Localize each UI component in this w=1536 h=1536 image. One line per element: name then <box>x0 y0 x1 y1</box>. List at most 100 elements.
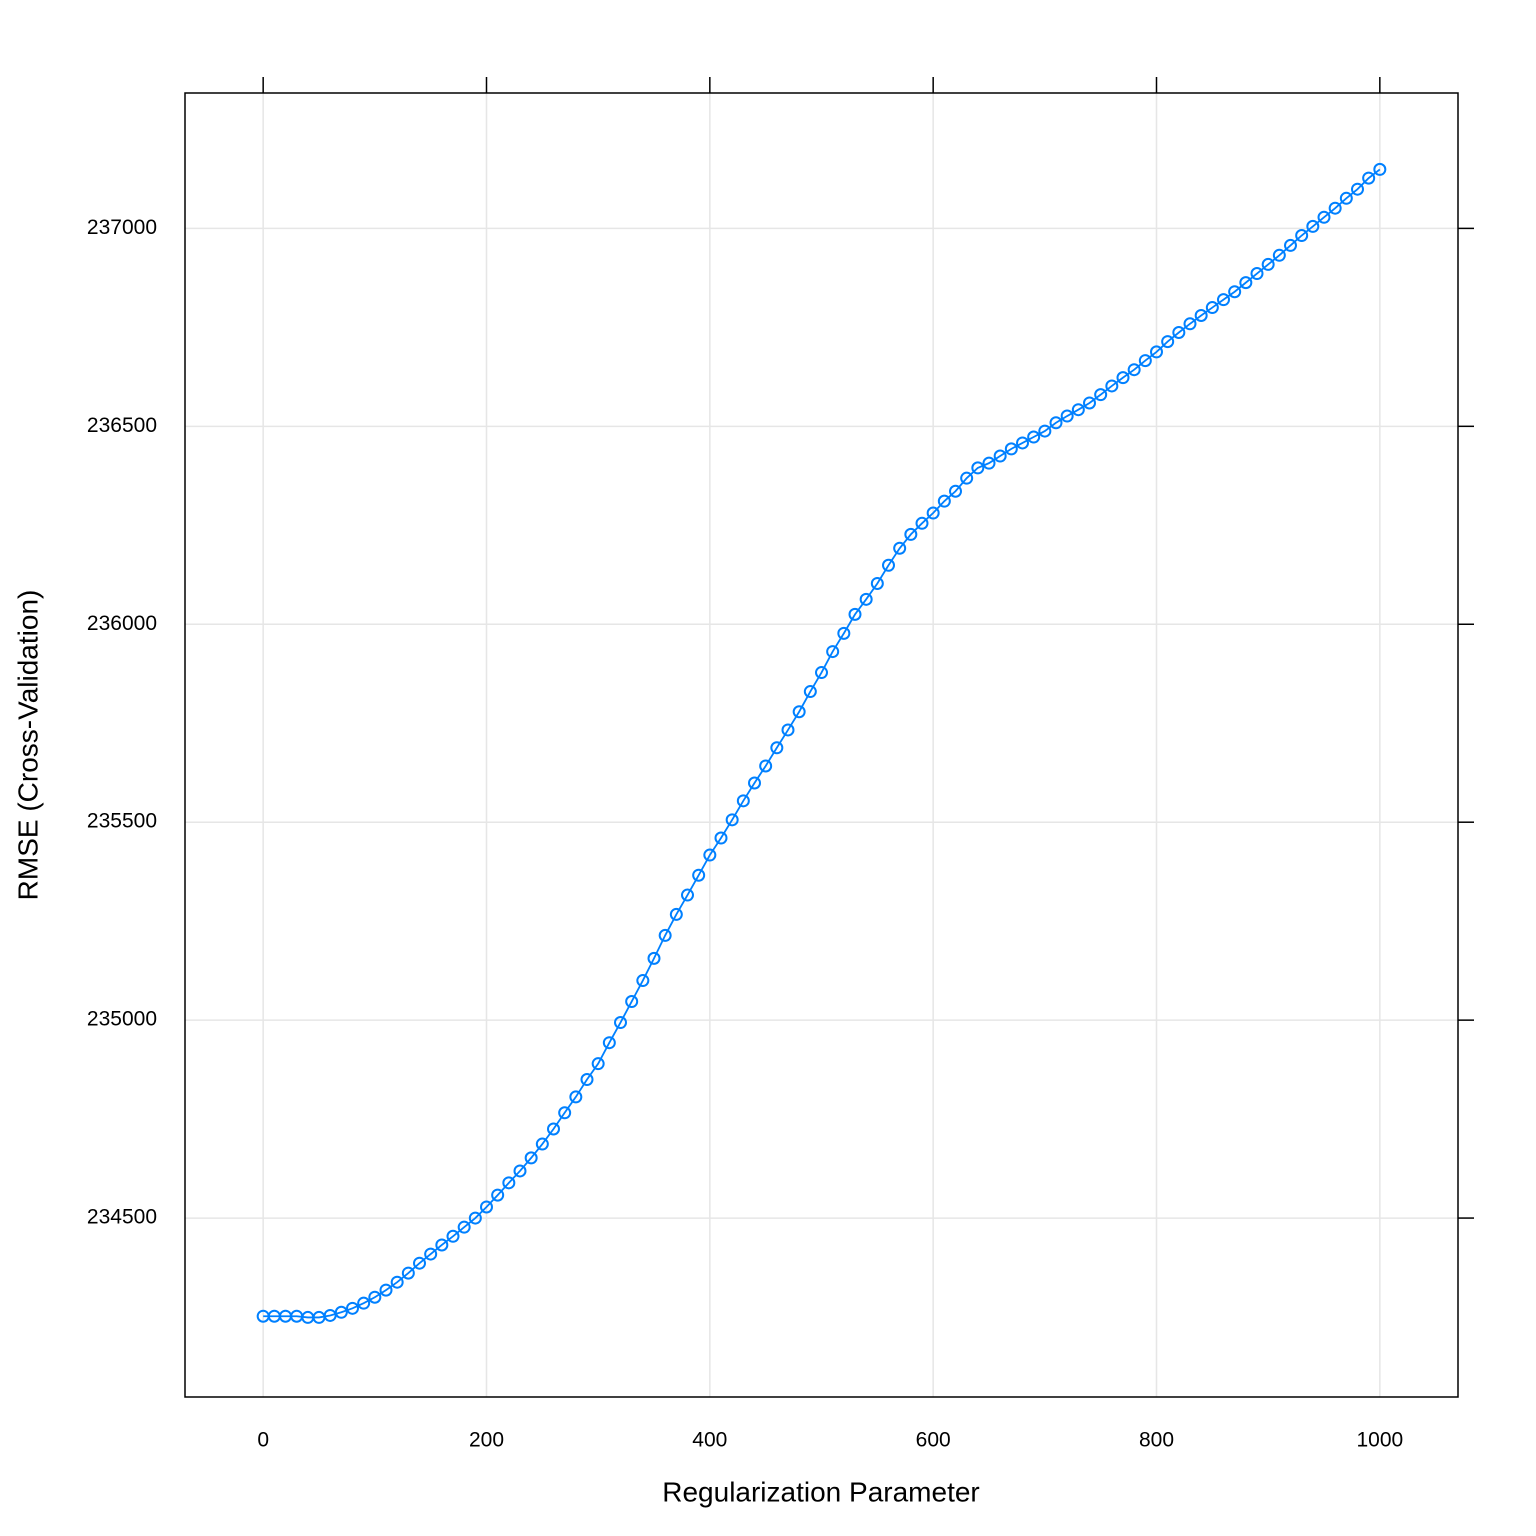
x-axis-label: Regularization Parameter <box>662 1476 980 1507</box>
data-point <box>1105 379 1119 393</box>
data-point <box>1351 182 1364 196</box>
data-point <box>837 626 851 640</box>
data-point <box>1194 308 1208 322</box>
data-point <box>1295 229 1309 243</box>
data-point <box>435 1238 449 1252</box>
data-point <box>1205 301 1219 315</box>
x-tick-label: 400 <box>692 1429 727 1452</box>
data-point <box>491 1188 505 1202</box>
data-point <box>457 1220 471 1234</box>
data-point <box>614 1016 627 1030</box>
y-tick-label: 237000 <box>87 216 157 239</box>
data-point <box>636 974 650 988</box>
data-point <box>1183 317 1197 331</box>
data-point <box>803 685 817 699</box>
data-point <box>759 759 773 773</box>
data-point <box>748 776 761 790</box>
data-point <box>1150 345 1163 359</box>
data-point <box>1284 238 1297 252</box>
data-point <box>1161 335 1175 349</box>
data-line <box>263 168 1381 1319</box>
data-point <box>480 1200 493 1214</box>
data-point <box>781 723 795 737</box>
data-point <box>1049 416 1063 430</box>
data-point <box>658 928 672 942</box>
data-point <box>982 456 996 470</box>
data-point <box>413 1256 426 1270</box>
data-point <box>792 705 806 719</box>
data-point <box>960 471 974 485</box>
x-tick-label: 600 <box>916 1429 951 1452</box>
data-point <box>1016 436 1029 450</box>
data-point <box>815 666 828 680</box>
y-tick-label: 235500 <box>87 810 157 833</box>
data-point <box>1071 403 1085 417</box>
data-point <box>1004 442 1018 456</box>
data-point <box>1217 293 1230 307</box>
data-point <box>390 1275 404 1289</box>
data-point <box>826 645 840 659</box>
data-point <box>1362 171 1376 185</box>
data-point <box>669 907 683 921</box>
data-point <box>591 1057 605 1071</box>
data-point <box>937 494 951 508</box>
y-axis-label: RMSE (Cross-Validation) <box>12 590 43 901</box>
y-tick-label: 235000 <box>87 1008 157 1031</box>
data-point <box>1172 326 1186 340</box>
data-point <box>1127 363 1141 377</box>
data-point <box>1083 396 1096 410</box>
data-point <box>524 1151 538 1165</box>
data-point <box>1373 162 1387 176</box>
data-point <box>368 1290 382 1304</box>
x-tick-label: 200 <box>469 1429 504 1452</box>
y-tick-label: 234500 <box>87 1206 157 1229</box>
data-point <box>725 813 739 827</box>
x-tick-label: 0 <box>257 1429 269 1452</box>
data-point <box>681 888 694 902</box>
data-point <box>513 1164 527 1178</box>
data-point <box>770 741 784 755</box>
data-point <box>334 1305 348 1319</box>
data-point <box>558 1106 572 1120</box>
data-point <box>1328 201 1342 215</box>
data-point <box>547 1122 560 1136</box>
data-point <box>1027 430 1041 444</box>
data-point <box>915 516 929 530</box>
y-tick-label: 236500 <box>87 414 157 437</box>
data-point <box>926 506 940 520</box>
data-point <box>1228 285 1242 299</box>
data-point <box>859 592 873 606</box>
plot-frame <box>184 92 1459 1398</box>
data-point <box>401 1266 415 1280</box>
data-point <box>424 1247 438 1261</box>
data-point <box>379 1283 393 1297</box>
data-point <box>1261 257 1275 271</box>
data-point <box>647 951 661 965</box>
data-point <box>535 1137 549 1151</box>
data-point <box>848 607 862 621</box>
data-point <box>904 527 918 541</box>
data-point <box>703 848 717 862</box>
data-point <box>949 484 962 498</box>
data-point <box>346 1301 359 1315</box>
data-point <box>1060 409 1074 423</box>
data-point <box>502 1176 516 1190</box>
data-point <box>468 1211 482 1225</box>
data-point <box>357 1296 371 1310</box>
data-point <box>971 461 985 475</box>
data-point <box>1272 248 1286 262</box>
data-point <box>1306 219 1320 233</box>
data-point <box>1138 354 1152 368</box>
data-point <box>692 868 706 882</box>
y-tick-label: 236000 <box>87 612 157 635</box>
data-point <box>602 1036 616 1050</box>
data-point <box>569 1090 583 1104</box>
data-point <box>870 576 884 590</box>
data-point <box>1250 267 1264 281</box>
data-point <box>993 449 1007 463</box>
data-point <box>625 995 639 1009</box>
x-tick-label: 1000 <box>1356 1429 1403 1452</box>
data-point <box>893 541 907 555</box>
data-point <box>580 1073 594 1087</box>
